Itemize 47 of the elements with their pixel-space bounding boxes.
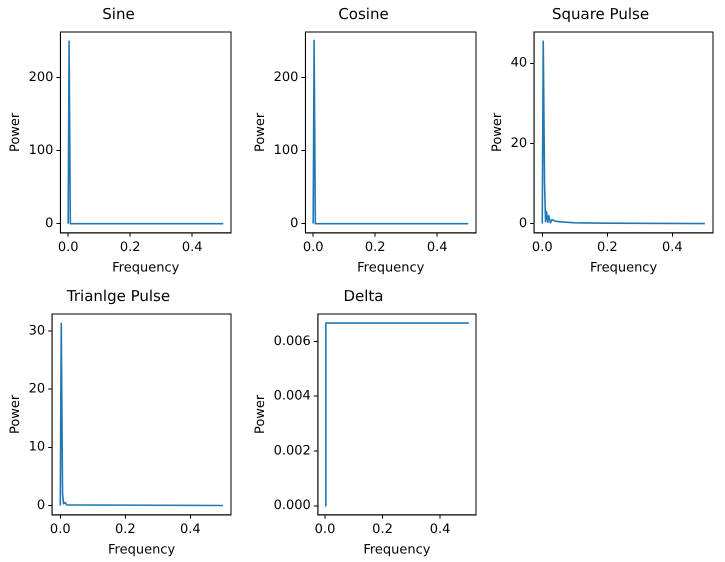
y-tick-label: 20 [28,381,46,396]
y-tick-label: 30 [28,323,46,338]
x-tick-label: 0.0 [314,522,336,537]
x-axis-title: Frequency [357,260,425,276]
x-tick-label: 0.2 [372,522,393,537]
y-axis-title: Power [253,394,268,434]
x-tick-label: 0.2 [120,240,141,255]
y-axis-title: Power [490,112,506,152]
y-tick-label: 0.000 [274,498,311,514]
y-tick-label: 100 [28,143,54,158]
chart-title: Sine [102,4,135,23]
x-axis-title: Frequency [363,542,431,558]
x-tick-label: 0.4 [180,522,201,537]
y-tick-label: 0 [45,216,54,232]
x-axis-title: Frequency [590,260,658,276]
y-tick-label: 200 [274,70,298,86]
chart-title: Trianlge Pulse [66,286,170,305]
y-tick-label: 0 [518,216,528,231]
y-tick-label: 0.004 [274,388,311,404]
x-tick-label: 0.0 [50,522,71,537]
x-tick-label: 0.2 [364,240,386,255]
x-tick-label: 0.4 [430,522,450,537]
y-tick-label: 100 [274,143,298,158]
y-axis-title: Power [253,112,268,152]
y-tick-label: 40 [510,56,528,71]
x-tick-label: 0.4 [426,240,448,255]
y-tick-label: 20 [510,136,528,151]
y-tick-label: 0.002 [274,443,311,458]
x-tick-label: 0.2 [596,240,618,255]
chart-title: Cosine [338,4,389,23]
y-tick-label: 10 [28,440,46,455]
chart-title: Square Pulse [552,4,650,23]
y-tick-label: 0.006 [274,334,311,349]
y-tick-label: 200 [28,70,54,86]
x-tick-label: 0.0 [58,240,79,255]
y-tick-label: 0 [36,498,46,513]
x-tick-label: 0.0 [532,240,553,255]
x-tick-label: 0.4 [662,240,683,255]
y-axis-title: Power [8,394,24,434]
x-tick-label: 0.2 [114,522,136,537]
y-axis-title: Power [8,112,24,152]
chart-title: Delta [343,286,384,305]
x-tick-label: 0.4 [182,240,203,255]
x-axis-title: Frequency [108,542,176,558]
y-tick-label: 0 [290,216,298,232]
x-tick-label: 0.0 [302,240,324,255]
x-axis-title: Frequency [112,260,180,276]
